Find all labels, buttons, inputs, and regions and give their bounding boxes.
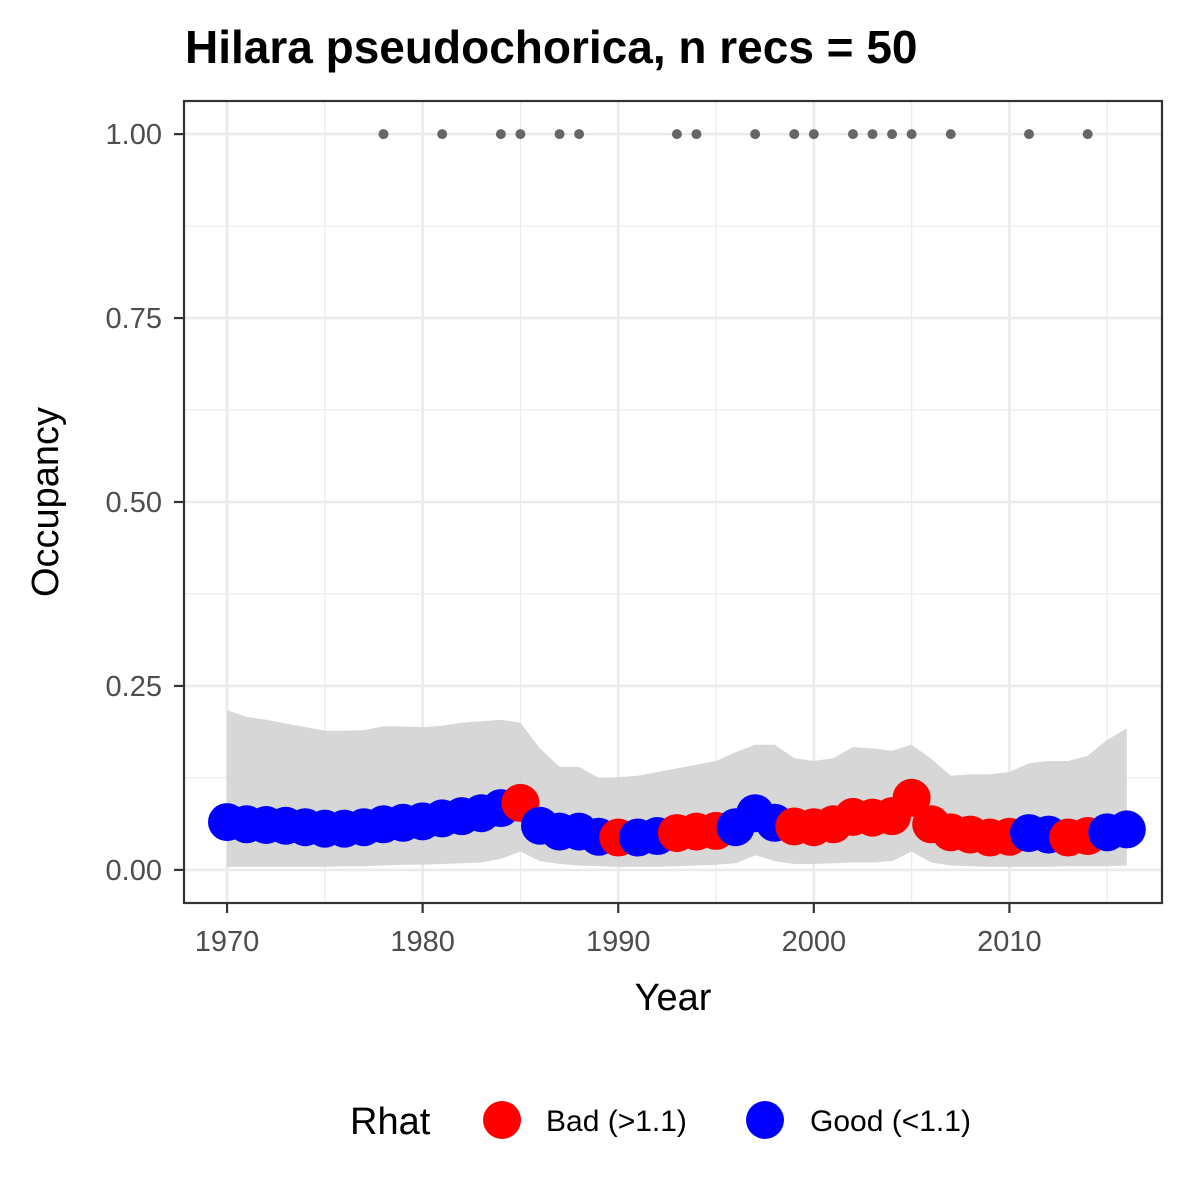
chart-title: Hilara pseudochorica, n recs = 50 (185, 21, 918, 73)
record-point (495, 129, 506, 140)
y-tick-label: 1.00 (106, 119, 162, 151)
y-tick-label: 0.00 (106, 855, 162, 887)
record-point (1082, 129, 1093, 140)
x-tick-label: 2000 (782, 926, 847, 958)
legend-label-bad: Bad (>1.1) (546, 1105, 687, 1138)
record-point (574, 129, 585, 140)
record-point (789, 129, 800, 140)
x-tick-label: 2010 (977, 926, 1042, 958)
record-point (906, 129, 917, 140)
legend-label-good: Good (<1.1) (810, 1105, 971, 1138)
record-point (945, 129, 956, 140)
record-point (867, 129, 878, 140)
record-point (808, 129, 819, 140)
record-point (671, 129, 682, 140)
record-point (1023, 129, 1034, 140)
legend-title: Rhat (350, 1101, 431, 1143)
y-tick-label: 0.25 (106, 671, 162, 703)
record-point (437, 129, 448, 140)
x-axis: 1970 1980 1990 2000 2010 (195, 903, 1042, 958)
occupancy-point-good (1107, 810, 1146, 849)
occupancy-points-layer (208, 778, 1146, 857)
x-tick-label: 1970 (195, 926, 260, 958)
record-point (515, 129, 526, 140)
record-point (378, 129, 389, 140)
legend: Rhat Bad (>1.1) Good (<1.1) (350, 1101, 971, 1143)
occupancy-point-bad (892, 778, 931, 817)
record-point (554, 129, 565, 140)
legend-swatch-good (746, 1101, 784, 1139)
y-axis-title: Occupancy (25, 407, 67, 597)
x-axis-title: Year (635, 977, 712, 1019)
record-point (750, 129, 761, 140)
record-points-layer (378, 129, 1093, 140)
record-point (847, 129, 858, 140)
x-tick-label: 1990 (586, 926, 651, 958)
record-point (887, 129, 898, 140)
x-tick-label: 1980 (390, 926, 455, 958)
y-tick-label: 0.75 (106, 303, 162, 335)
legend-swatch-bad (483, 1101, 521, 1139)
y-axis: 0.00 0.25 0.50 0.75 1.00 (106, 119, 184, 887)
y-tick-label: 0.50 (106, 487, 162, 519)
record-point (691, 129, 702, 140)
